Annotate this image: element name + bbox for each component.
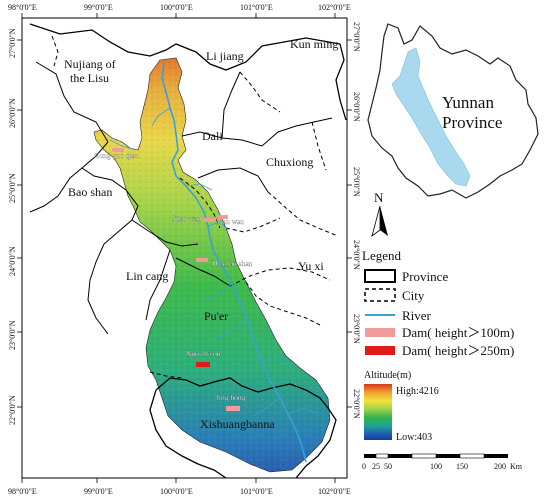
region-chuxiong: Chuxiong — [266, 155, 313, 169]
scale-tick-0: 0 — [362, 462, 366, 471]
right-label-25n: 25°0'0"N — [352, 167, 361, 197]
left-label-24n: 24°0'0"N — [8, 246, 17, 276]
scale-tick-200: 200 — [494, 462, 506, 471]
scale-tick-150: 150 — [456, 462, 468, 471]
top-label-102e: 102°0'0"E — [318, 3, 351, 12]
graticule-ticks — [17, 13, 352, 483]
dam-jinghong-label: Jing hong — [216, 393, 246, 402]
bottom-label-101e: 101°0'0"E — [240, 487, 273, 496]
region-nujiang-line1: Nujiang of — [64, 57, 116, 71]
region-puer: Pu'er — [204, 309, 228, 323]
dams — [112, 148, 240, 411]
altitude-color-ramp — [364, 384, 392, 440]
inset-label-line1: Yunnan — [442, 93, 494, 112]
region-lincang: Lin cang — [126, 269, 168, 283]
altitude-legend: Altitude(m) High:4216 Low:403 — [364, 370, 439, 443]
left-label-23n: 23°0'0"N — [8, 320, 17, 350]
altitude-low-label: Low:403 — [396, 432, 432, 443]
dam-nuozhadu-label: Nuo zha du — [186, 349, 221, 358]
left-label-22n: 22°0'0"N — [8, 395, 17, 425]
terrain-texture — [94, 58, 330, 472]
inset-map: Yunnan Province — [367, 23, 539, 199]
altitude-title: Altitude(m) — [364, 370, 411, 381]
dam-gongguoqiao-marker — [112, 148, 124, 152]
legend-city-label: City — [402, 288, 425, 303]
dam-dachaoshan-label: Da chao shan — [212, 259, 253, 268]
province-boundary-south — [155, 377, 337, 478]
north-arrow-letter: N — [374, 190, 384, 205]
bottom-label-99e: 99°0'0"E — [84, 487, 113, 496]
region-xishuangbanna: Xishuangbanna — [200, 417, 275, 431]
inset-label-line2: Province — [442, 113, 502, 132]
scale-unit: Km — [510, 462, 523, 471]
right-label-27n: 27°0'0"N — [352, 22, 361, 52]
left-label-25n: 25°0'0"N — [8, 173, 17, 203]
left-label-27n: 27°0'0"N — [8, 28, 17, 58]
region-kunming: Kun ming — [290, 37, 338, 51]
dam-gongguoqiao-label: Gong guo qiao — [94, 151, 139, 160]
scale-tick-100: 100 — [430, 462, 442, 471]
left-label-26n: 26°0'0"N — [8, 98, 17, 128]
legend-province-symbol — [364, 269, 396, 283]
altitude-high-label: High:4216 — [396, 386, 439, 397]
bottom-label-102e: 102°0'0"E — [318, 487, 351, 496]
legend-city-symbol — [364, 288, 396, 302]
bottom-label-98e: 98°0'0"E — [8, 487, 37, 496]
dam-manwan-marker — [218, 215, 228, 219]
top-label-98e: 98°0'0"E — [8, 3, 37, 12]
legend-dam-medium-symbol — [365, 328, 395, 337]
scale-tick-25: 25 — [372, 462, 380, 471]
lancang-river — [161, 61, 307, 463]
scale-tick-50: 50 — [384, 462, 392, 471]
region-lijiang: Li jiang — [206, 49, 244, 63]
legend-dam-large-label: Dam( height＞250m) — [402, 343, 514, 358]
province-boundary — [29, 23, 341, 71]
legend-title: Legend — [362, 248, 401, 263]
right-label-23n: 23°0'0"N — [352, 314, 361, 344]
region-nujiang-line2: the Lisu — [70, 71, 109, 85]
top-label-100e: 100°0'0"E — [160, 3, 193, 12]
region-yuxi: Yu xi — [298, 259, 324, 273]
dam-jinghong-marker — [226, 406, 240, 411]
scale-bar: 0 25 50 100 150 200 Km — [362, 453, 523, 471]
right-label-26n: 26°0'0"N — [352, 92, 361, 122]
right-label-22n: 22°0'0"N — [352, 389, 361, 419]
inset-basin — [391, 47, 471, 187]
top-label-99e: 99°0'0"E — [84, 3, 113, 12]
tributaries — [109, 107, 319, 417]
north-arrow: N — [371, 190, 388, 238]
legend-dam-large-symbol — [365, 346, 395, 355]
legend-dam-medium-label: Dam( height＞100m) — [402, 325, 514, 340]
legend-province-label: Province — [402, 269, 448, 284]
dam-xiaowan-label: Xiao wan — [172, 214, 201, 223]
dam-manwan-label: Man wan — [216, 217, 244, 226]
city-boundaries-solid — [29, 61, 333, 335]
province-boundary-southwest — [149, 389, 227, 478]
legend: Legend Province City River Dam( height＞1… — [362, 248, 514, 358]
bottom-label-100e: 100°0'0"E — [160, 487, 193, 496]
dam-nuozhadu-marker — [196, 362, 210, 367]
region-dali: Dali — [202, 129, 223, 143]
city-boundaries-dashed — [51, 35, 339, 379]
province-boundary-east — [335, 43, 347, 121]
dam-xiaowan-marker — [204, 218, 216, 222]
dam-dachaoshan-marker — [196, 258, 208, 262]
right-label-24n: 24°0'0"N — [352, 240, 361, 270]
legend-river-label: River — [402, 308, 432, 323]
top-label-101e: 101°0'0"E — [240, 3, 273, 12]
region-baoshan: Bao shan — [68, 185, 112, 199]
